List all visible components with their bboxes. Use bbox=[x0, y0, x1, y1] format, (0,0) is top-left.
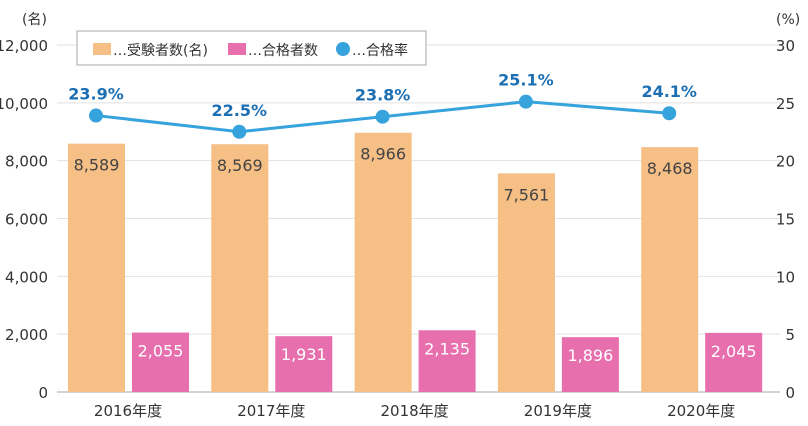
left-tick-label: 12,000 bbox=[0, 37, 48, 55]
x-tick-label: 2017年度 bbox=[237, 402, 305, 420]
bar-applicants-label: 8,468 bbox=[647, 159, 693, 178]
bar-applicants bbox=[211, 144, 269, 392]
bar-applicants bbox=[68, 143, 125, 392]
legend-label-applicants: …受験者数(名) bbox=[113, 43, 208, 59]
line-point-label: 22.5% bbox=[212, 101, 268, 120]
legend bbox=[76, 30, 427, 66]
right-tick-label: 0 bbox=[785, 384, 795, 402]
legend-label-passers: …合格者数 bbox=[248, 43, 318, 59]
bar-passers-label: 2,055 bbox=[138, 342, 184, 361]
left-tick-label: 0 bbox=[38, 384, 48, 402]
bar-applicants bbox=[354, 132, 412, 393]
bar-passers bbox=[132, 332, 189, 392]
legend-swatch-passers bbox=[228, 43, 246, 55]
left-tick-label: 2,000 bbox=[5, 326, 48, 344]
line-point-label: 25.1% bbox=[498, 71, 554, 90]
x-tick-label: 2020年度 bbox=[667, 402, 735, 420]
x-tick-label: 2019年度 bbox=[524, 402, 592, 420]
line-point bbox=[232, 124, 247, 139]
bar-applicants bbox=[497, 173, 555, 392]
line-point bbox=[89, 108, 103, 123]
bar-applicants-label: 8,966 bbox=[360, 145, 406, 164]
legend-swatch-applicants bbox=[93, 43, 111, 55]
bar-passers bbox=[418, 330, 476, 392]
bar-applicants-label: 7,561 bbox=[503, 185, 549, 204]
line-point-label: 23.9% bbox=[68, 85, 124, 104]
right-tick-label: 15 bbox=[776, 211, 795, 229]
bar-passers bbox=[705, 332, 763, 392]
line-point bbox=[662, 106, 677, 121]
right-tick-label: 30 bbox=[776, 37, 795, 55]
bar-passers-label: 2,135 bbox=[424, 339, 470, 358]
bar-applicants-label: 8,589 bbox=[74, 156, 120, 175]
left-axis-unit: (名) bbox=[22, 12, 47, 28]
line-point bbox=[375, 109, 390, 124]
legend-marker-pass-rate bbox=[336, 42, 350, 56]
left-tick-label: 6,000 bbox=[5, 211, 48, 229]
right-tick-label: 25 bbox=[776, 95, 795, 113]
left-tick-label: 8,000 bbox=[5, 153, 48, 171]
line-point bbox=[518, 94, 533, 109]
right-tick-label: 10 bbox=[776, 268, 795, 286]
bar-applicants bbox=[641, 147, 699, 392]
x-tick-label: 2016年度 bbox=[94, 402, 162, 420]
x-tick-label: 2018年度 bbox=[381, 402, 449, 420]
line-point-label: 24.1% bbox=[641, 82, 697, 101]
bar-passers-label: 2,045 bbox=[711, 342, 757, 361]
line-point-label: 23.8% bbox=[355, 86, 411, 105]
bar-passers bbox=[275, 336, 333, 392]
right-axis-unit: (%) bbox=[776, 12, 800, 28]
bar-passers-label: 1,896 bbox=[567, 346, 613, 365]
right-tick-label: 20 bbox=[776, 153, 795, 171]
bar-passers-label: 1,931 bbox=[281, 345, 327, 364]
left-tick-label: 10,000 bbox=[0, 95, 48, 113]
bar-applicants-label: 8,569 bbox=[217, 156, 263, 175]
legend-label-pass-rate: …合格率 bbox=[352, 42, 408, 59]
bar-passers bbox=[561, 337, 619, 392]
left-tick-label: 4,000 bbox=[5, 268, 48, 286]
right-tick-label: 5 bbox=[785, 326, 795, 344]
